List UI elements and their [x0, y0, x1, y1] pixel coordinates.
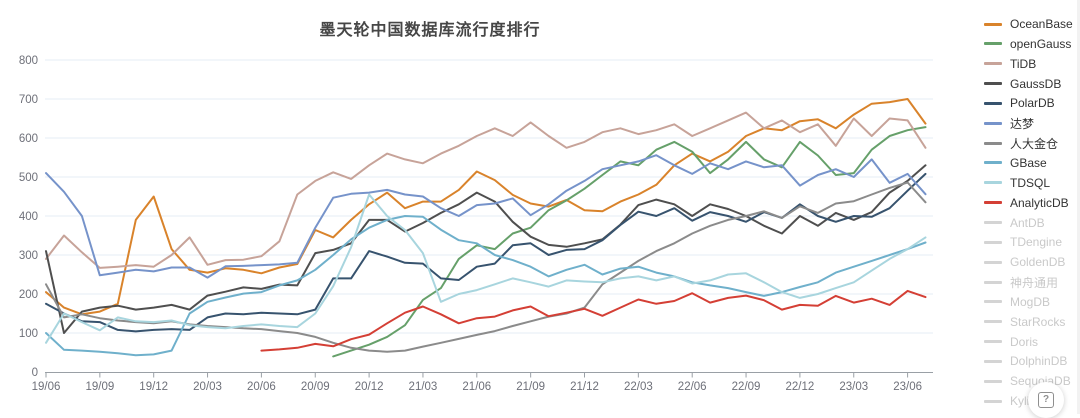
- y-axis-tick-label: 200: [19, 289, 38, 301]
- x-axis-tick-label: 20/12: [355, 381, 384, 393]
- legend-item-OceanBase[interactable]: OceanBase: [984, 14, 1073, 34]
- legend-item-GoldenDB[interactable]: GoldenDB: [984, 252, 1065, 272]
- x-axis-tick-label: 23/06: [893, 381, 922, 393]
- legend-line-swatch: [984, 240, 1002, 244]
- legend-item-AntDB[interactable]: AntDB: [984, 213, 1045, 233]
- legend-item-TDengine[interactable]: TDengine: [984, 232, 1062, 252]
- legend-label: DolphinDB: [1010, 354, 1068, 369]
- legend-label: Doris: [1010, 334, 1039, 349]
- legend-item-AnalyticDB[interactable]: AnalyticDB: [984, 193, 1069, 213]
- x-axis-tick-label: 21/06: [462, 381, 491, 393]
- x-axis-tick-label: 22/12: [786, 381, 815, 393]
- legend-label: GaussDB: [1010, 76, 1062, 91]
- x-axis-tick-label: 19/09: [85, 381, 114, 393]
- x-axis-tick-label: 22/09: [732, 381, 761, 393]
- help-button[interactable]: ?: [1028, 382, 1064, 418]
- y-axis-tick-label: 0: [32, 367, 38, 379]
- legend-line-swatch: [984, 320, 1002, 324]
- legend-line-swatch: [984, 42, 1002, 46]
- x-axis-tick-label: 20/09: [301, 381, 330, 393]
- legend-item-人大金仓[interactable]: 人大金仓: [984, 133, 1058, 153]
- legend-line-swatch: [984, 300, 1002, 304]
- x-axis-tick-label: 19/06: [32, 381, 61, 393]
- y-axis-tick-label: 800: [19, 55, 38, 67]
- y-axis-tick-label: 600: [19, 133, 38, 145]
- legend-line-swatch: [984, 359, 1002, 363]
- legend-line-swatch: [984, 141, 1002, 145]
- legend-line-swatch: [984, 181, 1002, 185]
- legend-line-swatch: [984, 221, 1002, 224]
- legend-item-GBase[interactable]: GBase: [984, 153, 1047, 173]
- legend-label: 人大金仓: [1010, 136, 1059, 151]
- y-axis-tick-label: 400: [19, 211, 38, 223]
- legend-line-swatch: [984, 379, 1002, 383]
- y-axis-tick-label: 100: [19, 328, 38, 340]
- legend-item-TDSQL[interactable]: TDSQL: [984, 173, 1050, 193]
- x-axis-tick-label: 19/12: [139, 381, 168, 393]
- legend-label: GoldenDB: [1010, 255, 1066, 270]
- question-mark-icon: ?: [1038, 392, 1054, 408]
- legend-line-swatch: [984, 101, 1002, 105]
- legend-line-swatch: [984, 399, 1002, 403]
- series-line-AnalyticDB: [260, 289, 927, 352]
- x-axis-tick-label: 21/09: [516, 381, 545, 393]
- legend-item-Doris[interactable]: Doris: [984, 332, 1038, 352]
- page-right-edge: [1077, 0, 1080, 414]
- x-axis-tick-label: 20/06: [247, 381, 276, 393]
- y-axis-tick-label: 300: [19, 250, 38, 262]
- x-axis-tick-label: 22/03: [624, 381, 653, 393]
- legend-item-PolarDB[interactable]: PolarDB: [984, 93, 1055, 113]
- legend-line-swatch: [984, 161, 1002, 165]
- legend-line-swatch: [984, 82, 1002, 86]
- y-axis-tick-label: 700: [19, 94, 38, 106]
- legend-line-swatch: [984, 121, 1002, 125]
- legend-label: 达梦: [1010, 116, 1035, 131]
- legend-item-TiDB[interactable]: TiDB: [984, 54, 1036, 74]
- legend-label: 神舟通用: [1010, 275, 1059, 290]
- series-line-达梦: [45, 154, 927, 279]
- x-axis-tick-label: 21/03: [409, 381, 438, 393]
- y-axis-tick-label: 500: [19, 172, 38, 184]
- legend-label: TDengine: [1010, 235, 1063, 250]
- legend-label: GBase: [1010, 155, 1047, 170]
- series-line-TiDB: [45, 111, 927, 269]
- legend-item-StarRocks[interactable]: StarRocks: [984, 312, 1065, 332]
- x-axis-tick-label: 23/03: [839, 381, 868, 393]
- legend-item-openGauss[interactable]: openGauss: [984, 34, 1071, 54]
- legend-label: StarRocks: [1010, 314, 1066, 329]
- series-line-TDSQL: [45, 193, 927, 344]
- legend-item-达梦[interactable]: 达梦: [984, 113, 1034, 133]
- legend-label: openGauss: [1010, 36, 1072, 51]
- x-axis-tick-label: 20/03: [193, 381, 222, 393]
- legend-label: TDSQL: [1010, 175, 1051, 190]
- legend-label: PolarDB: [1010, 96, 1055, 111]
- legend-line-swatch: [984, 62, 1002, 66]
- series-line-GBase: [45, 215, 927, 357]
- legend-label: MogDB: [1010, 294, 1051, 309]
- legend-line-swatch: [984, 260, 1002, 264]
- legend-label: TiDB: [1010, 56, 1037, 71]
- series-line-openGauss: [332, 126, 927, 358]
- legend-label: AnalyticDB: [1010, 195, 1069, 210]
- series-line-GaussDB: [45, 164, 927, 334]
- x-axis-tick-label: 21/12: [570, 381, 599, 393]
- plot-area: 0 100 200 300 400 500 600 700 800 19/06 19/09 19/12…: [19, 55, 933, 393]
- legend-label: OceanBase: [1010, 17, 1073, 31]
- legend-line-swatch: [984, 340, 1002, 344]
- legend-item-神舟通用[interactable]: 神舟通用: [984, 272, 1058, 292]
- legend-line-swatch: [984, 280, 1002, 284]
- x-axis-tick-label: 22/06: [678, 381, 707, 393]
- legend-line-swatch: [984, 201, 1002, 205]
- legend-line-swatch: [984, 22, 1002, 26]
- legend-item-GaussDB[interactable]: GaussDB: [984, 74, 1061, 94]
- chart-title: 墨天轮中国数据库流行度排行: [319, 22, 541, 39]
- legend-label: AntDB: [1010, 215, 1045, 230]
- legend-item-DolphinDB[interactable]: DolphinDB: [984, 351, 1067, 371]
- legend-item-MogDB[interactable]: MogDB: [984, 292, 1050, 312]
